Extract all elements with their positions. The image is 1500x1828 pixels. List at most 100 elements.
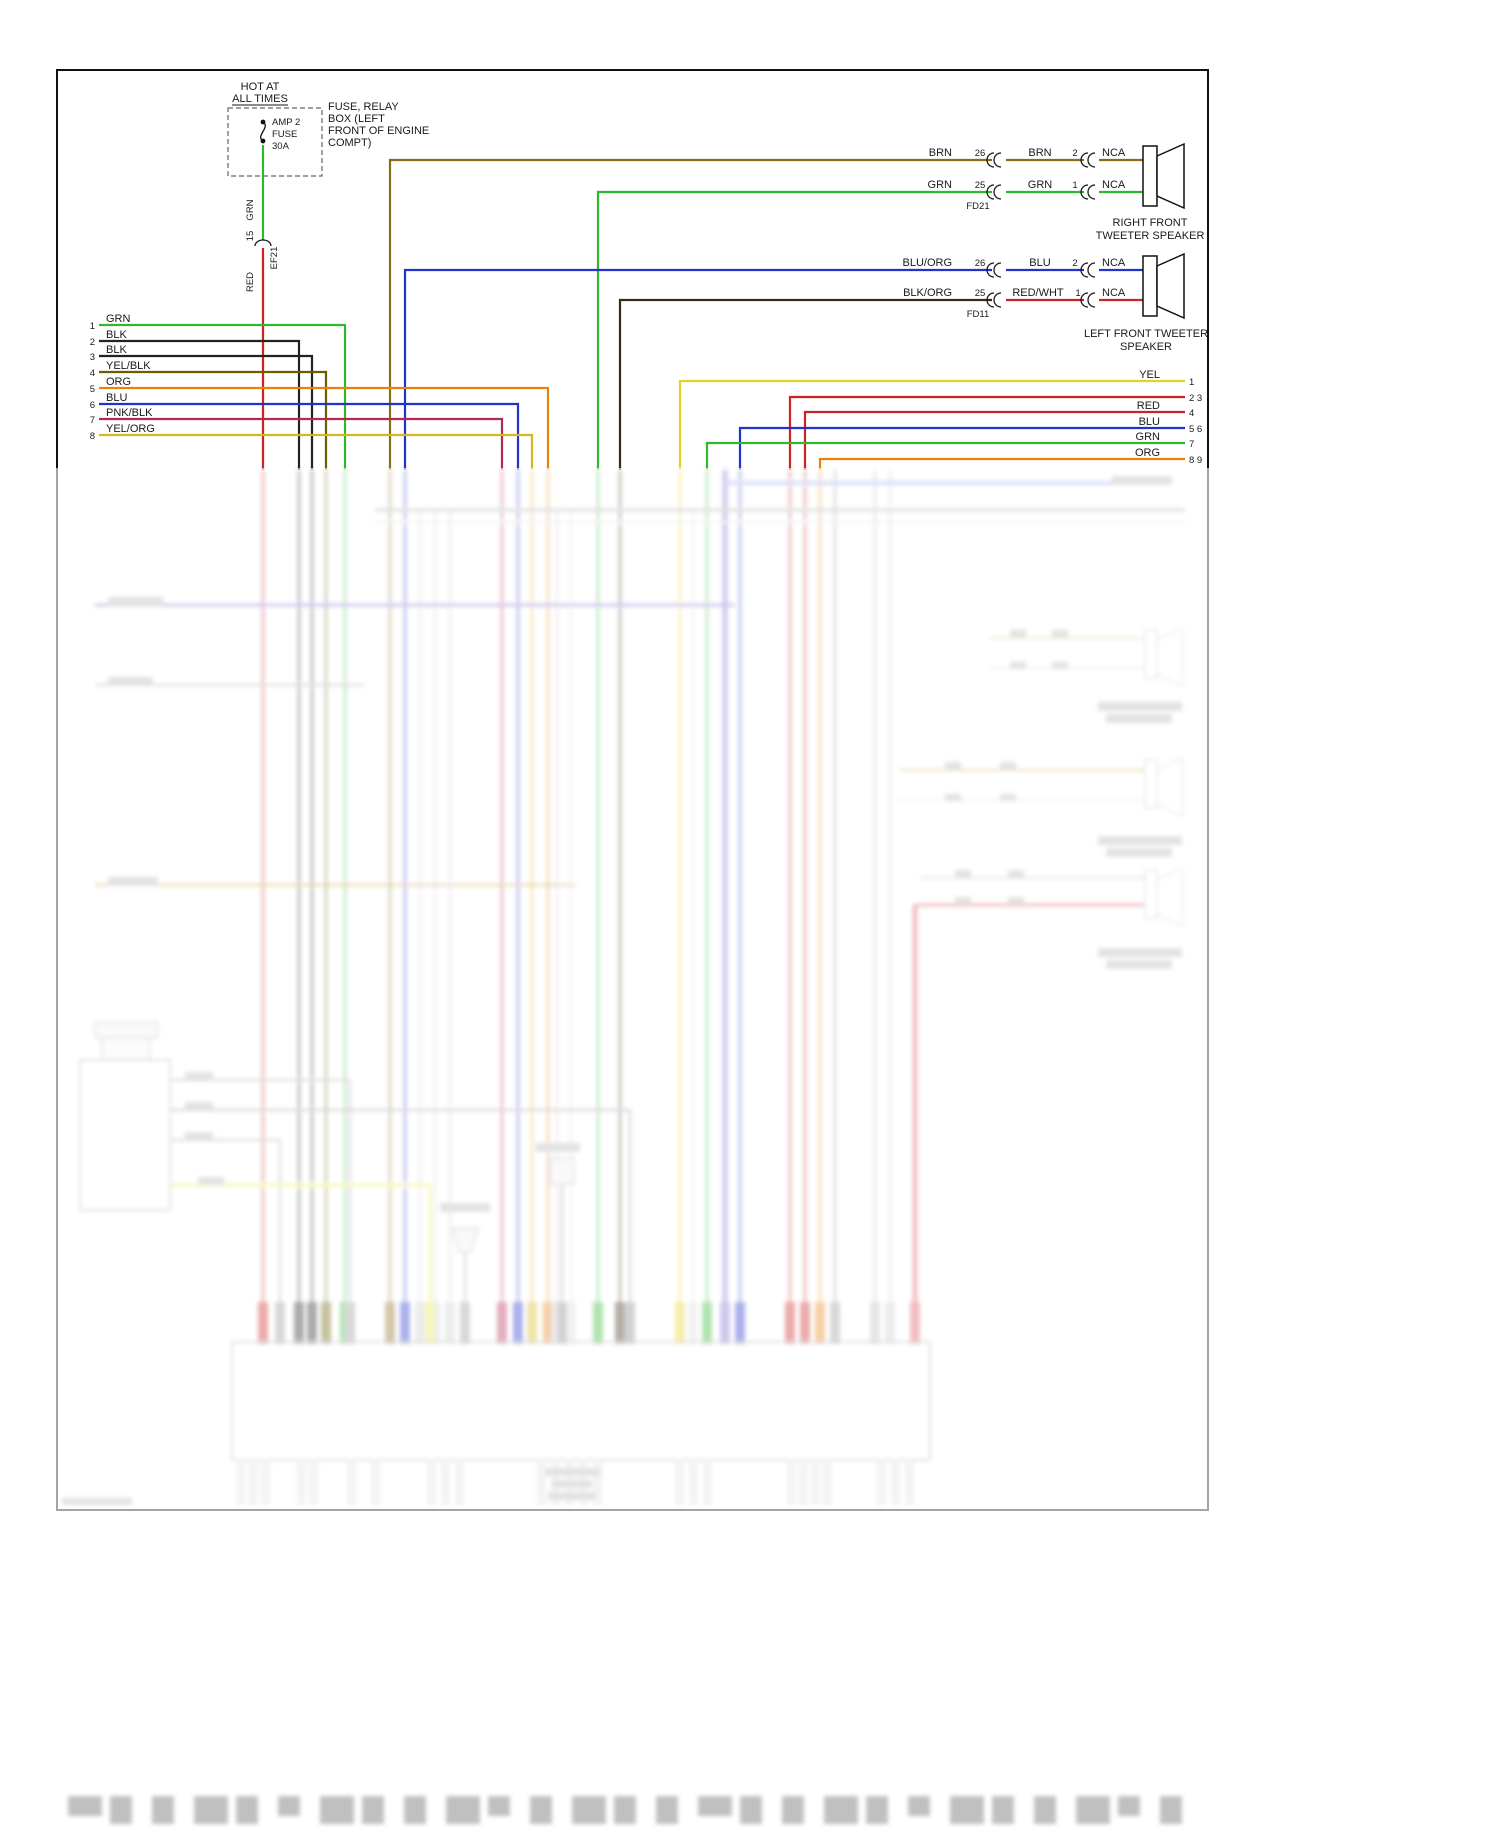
left-pin-wire-label: BLK [106, 344, 127, 356]
power-connector-label: EF21 [269, 247, 280, 270]
connector-icon [1087, 262, 1096, 278]
right-pin-number: 8 9 [1189, 455, 1202, 466]
connector-icon [1080, 292, 1089, 308]
left-pin-number: 6 [90, 400, 95, 411]
wire-label: RED/WHT [1012, 287, 1064, 299]
wire-label: BLK/ORG [903, 287, 952, 299]
right-pin-wire-label: GRN [1136, 431, 1161, 443]
connector-icon [1080, 262, 1089, 278]
left-pin-number: 2 [90, 337, 95, 348]
pin-number: 26 [975, 148, 986, 159]
wire [99, 417, 504, 470]
right-tweeter-speaker-cone-icon [1156, 142, 1185, 210]
left-pin-number: 3 [90, 352, 95, 363]
wire [99, 433, 534, 470]
nca-label: NCA [1102, 287, 1126, 299]
fuse-box-name-line1: FUSE, RELAY [328, 101, 399, 113]
connector-icon [993, 152, 1002, 168]
wire [803, 410, 1185, 470]
connector-icon [1087, 292, 1096, 308]
wire [99, 339, 301, 470]
pin-number: 2 [1072, 258, 1077, 269]
fuse-rating: 30A [272, 141, 290, 152]
left-pin-number: 7 [90, 415, 95, 426]
fuse-box-outline [227, 107, 323, 177]
wire [818, 457, 1185, 470]
right-pin-number: 5 6 [1189, 424, 1202, 435]
right-pin-number: 1 [1189, 377, 1194, 388]
connector-icon [986, 292, 995, 308]
power-wire-red-label: RED [245, 272, 256, 292]
connector-icon [986, 184, 995, 200]
right-pin-wire-label: RED [1137, 400, 1160, 412]
wire-grn [596, 190, 992, 470]
nca-label: NCA [1102, 257, 1126, 269]
right-tweeter-name-line2: TWEETER SPEAKER [1096, 230, 1205, 242]
wire-blk-org [618, 298, 992, 470]
right-tweeter-speaker-icon [1142, 145, 1158, 207]
right-pin-wire-label: BLU [1139, 416, 1160, 428]
connector-icon [993, 262, 1002, 278]
fuse-word: FUSE [272, 129, 297, 140]
nca-label: NCA [1102, 147, 1126, 159]
left-pin-wire-label: YEL/ORG [106, 423, 155, 435]
connector-label: FD21 [966, 201, 989, 212]
power-pin-number: 15 [245, 231, 256, 242]
pin-number: 1 [1075, 288, 1080, 299]
fuse-box-name-line4: COMPT) [328, 137, 371, 149]
left-pin-number: 4 [90, 368, 95, 379]
fuse-box-name-line2: BOX (LEFT [328, 113, 385, 125]
right-pin-number: 4 [1189, 408, 1194, 419]
wire [99, 370, 328, 470]
wire-label: GRN [928, 179, 953, 191]
power-wire-grn-label: GRN [245, 199, 256, 220]
fuse-box-name-line3: FRONT OF ENGINE [328, 125, 429, 137]
wire-label: BRN [1028, 147, 1051, 159]
hot-at-label: HOT AT [241, 81, 280, 93]
right-pin-number: 7 [1189, 439, 1194, 450]
right-tweeter-name-line1: RIGHT FRONT [1113, 217, 1188, 229]
faded-overlay [50, 468, 1220, 1828]
wire-brn [388, 158, 992, 470]
fuse-element-icon [260, 121, 266, 142]
wire [99, 323, 347, 470]
left-pin-wire-label: BLU [106, 392, 127, 404]
left-pin-wire-label: GRN [106, 313, 131, 325]
pin-number: 26 [975, 258, 986, 269]
wire [678, 379, 1185, 470]
all-times-label: ALL TIMES [232, 93, 288, 105]
left-pin-number: 1 [90, 321, 95, 332]
pin-number: 25 [975, 180, 986, 191]
pin-number: 25 [975, 288, 986, 299]
wire-label: GRN [1028, 179, 1053, 191]
wire [738, 426, 1185, 470]
wire [99, 354, 314, 470]
left-pin-number: 8 [90, 431, 95, 442]
left-pin-wire-label: BLK [106, 329, 127, 341]
right-pin-number: 2 3 [1189, 393, 1202, 404]
wire [99, 402, 520, 470]
left-tweeter-speaker-cone-icon [1156, 252, 1185, 320]
wire [788, 395, 1185, 470]
left-pin-wire-label: YEL/BLK [106, 360, 151, 372]
wire [99, 386, 550, 470]
left-tweeter-speaker-icon [1142, 255, 1158, 317]
connector-icon [993, 184, 1002, 200]
left-pin-wire-label: ORG [106, 376, 131, 388]
wire-label: BLU/ORG [902, 257, 952, 269]
pin-number: 2 [1072, 148, 1077, 159]
connector-icon [986, 152, 995, 168]
connector-icon [993, 292, 1002, 308]
wire [705, 441, 1185, 470]
nca-label: NCA [1102, 179, 1126, 191]
connector-icon [1080, 184, 1089, 200]
connector-icon [254, 239, 272, 247]
wire-label: BLU [1029, 257, 1050, 269]
fuse-name: AMP 2 [272, 117, 300, 128]
left-pin-number: 5 [90, 384, 95, 395]
right-pin-wire-label: ORG [1135, 447, 1160, 459]
left-tweeter-name-line2: SPEAKER [1120, 341, 1172, 353]
connector-icon [986, 262, 995, 278]
